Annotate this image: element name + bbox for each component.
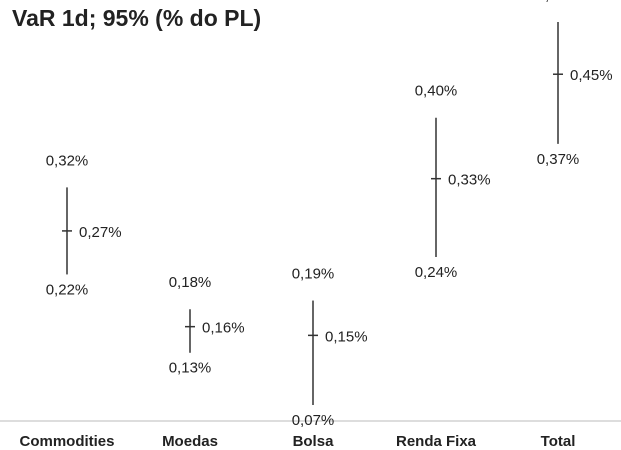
low-label: 0,24% bbox=[415, 264, 458, 281]
category-label: Commodities bbox=[19, 433, 114, 450]
chart-title: VaR 1d; 95% (% do PL) bbox=[12, 5, 261, 31]
mid-label: 0,45% bbox=[570, 67, 613, 84]
category-label: Moedas bbox=[162, 433, 218, 450]
category-label: Renda Fixa bbox=[396, 433, 477, 450]
low-label: 0,13% bbox=[169, 360, 212, 377]
low-label: 0,37% bbox=[537, 151, 580, 168]
mid-label: 0,15% bbox=[325, 328, 368, 345]
low-label: 0,07% bbox=[292, 412, 335, 429]
high-label: 0,32% bbox=[46, 152, 89, 169]
mid-label: 0,27% bbox=[79, 224, 122, 241]
category-label: Bolsa bbox=[293, 433, 335, 450]
high-label: 0,51% bbox=[537, 0, 580, 4]
mid-label: 0,33% bbox=[448, 172, 491, 189]
category-label: Total bbox=[541, 433, 576, 450]
mid-label: 0,16% bbox=[202, 320, 245, 337]
high-label: 0,40% bbox=[415, 83, 458, 100]
high-label: 0,19% bbox=[292, 266, 335, 283]
low-label: 0,22% bbox=[46, 281, 89, 298]
high-label: 0,18% bbox=[169, 274, 212, 291]
